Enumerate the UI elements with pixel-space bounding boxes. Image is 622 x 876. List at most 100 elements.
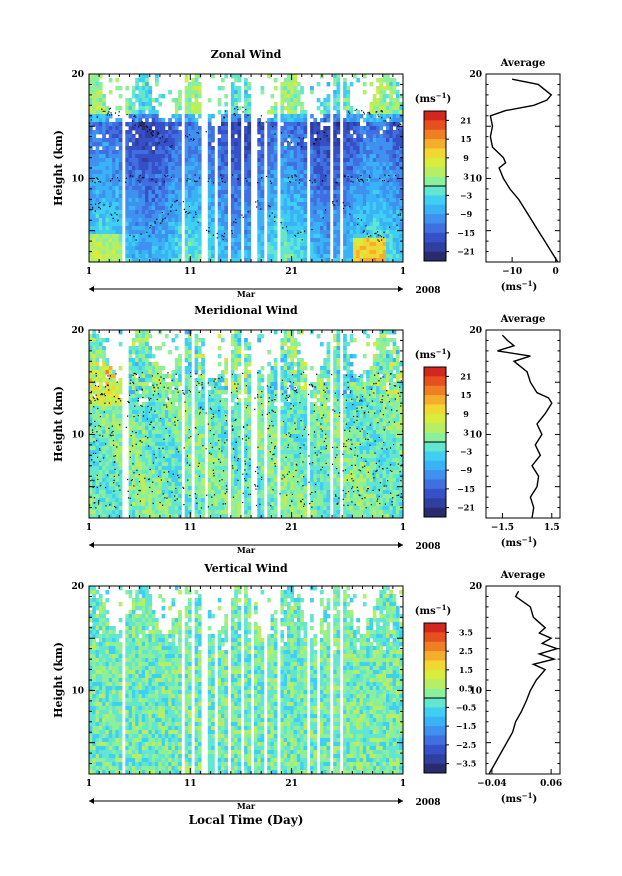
heatmap-cell [270, 166, 275, 171]
heatmap-cell [138, 422, 143, 427]
heatmap-cell [270, 238, 275, 243]
heatmap-cell [155, 170, 159, 175]
heatmap-cell [386, 218, 390, 223]
heatmap-cell [293, 198, 298, 203]
contour-dot [301, 146, 303, 148]
heatmap-cell [287, 246, 291, 251]
heatmap-cell [362, 130, 367, 135]
heatmap-cell [300, 190, 304, 195]
heatmap-cell [191, 90, 195, 95]
heatmap-cell [92, 454, 96, 459]
heatmap-cell [141, 338, 146, 343]
contour-dot [175, 200, 177, 202]
heatmap-cell [128, 422, 133, 427]
heatmap-cell [283, 178, 288, 183]
heatmap-cell [316, 146, 321, 151]
heatmap-cell [346, 158, 351, 163]
heatmap-cell [386, 174, 390, 179]
heatmap-cell [141, 238, 146, 243]
heatmap-cell [98, 478, 103, 483]
heatmap-cell [158, 454, 162, 459]
heatmap-cell [131, 442, 136, 447]
heatmap-cell [194, 254, 199, 259]
contour-dot [129, 175, 132, 177]
heatmap-cell [336, 258, 341, 262]
heatmap-cell [118, 86, 123, 91]
heatmap-cell [362, 254, 367, 259]
heatmap-cell [108, 462, 113, 467]
heatmap-cell [128, 230, 133, 235]
heatmap-cell [280, 134, 285, 139]
heatmap-cell [108, 214, 113, 219]
contour-dot [397, 214, 399, 216]
heatmap-cell [168, 502, 172, 507]
heatmap-cell [102, 226, 106, 231]
heatmap-cell [392, 110, 397, 115]
heatmap-cell [98, 138, 103, 143]
heatmap-cell [158, 438, 162, 443]
contour-dot [383, 231, 385, 233]
heatmap-cell [217, 166, 222, 171]
heatmap-cell [280, 102, 285, 107]
heatmap-cell [108, 438, 113, 443]
heatmap-cell [257, 178, 261, 183]
colorbar-swatch [424, 214, 446, 224]
heatmap-cell [131, 378, 136, 383]
contour-dot [295, 179, 297, 181]
heatmap-cell [287, 114, 291, 119]
heatmap-cell [207, 246, 212, 251]
heatmap-cell [283, 170, 288, 175]
heatmap-cell [230, 130, 235, 135]
heatmap-cell [115, 234, 120, 239]
heatmap-cell [386, 182, 390, 187]
heatmap-cell [399, 118, 403, 123]
heatmap-cell [323, 222, 327, 227]
heatmap-cell [188, 206, 192, 211]
heatmap-cell [392, 150, 397, 155]
heatmap-cell [171, 498, 176, 503]
colorbar-swatch [424, 120, 446, 131]
heatmap-cell [313, 194, 318, 199]
heatmap-cell [174, 474, 179, 479]
heatmap-cell [115, 438, 120, 443]
heatmap-cell [353, 142, 357, 147]
heatmap-cell [293, 222, 298, 227]
heatmap-cell [320, 130, 324, 135]
heatmap-cell [95, 142, 100, 147]
heatmap-cell [168, 254, 172, 259]
heatmap-cell [392, 158, 397, 163]
heatmap-cell [290, 186, 294, 191]
heatmap-cell [108, 142, 113, 147]
heatmap-cell [221, 178, 225, 183]
heatmap-cell [145, 122, 149, 127]
heatmap-cell [141, 158, 146, 163]
heatmap-cell [148, 106, 153, 111]
heatmap-cell [382, 182, 387, 187]
heatmap-cell [161, 502, 166, 507]
heatmap-cell [108, 478, 113, 483]
heatmap-cell [349, 194, 354, 199]
heatmap-cell [244, 102, 248, 107]
heatmap-cell [105, 242, 110, 247]
heatmap-cell [89, 486, 93, 491]
heatmap-cell [131, 438, 136, 443]
heatmap-cell [287, 146, 291, 151]
heatmap-cell [244, 222, 248, 227]
heatmap-cell [369, 210, 374, 215]
heatmap-cell [89, 426, 93, 431]
contour-dot [377, 231, 379, 233]
heatmap-cell [102, 242, 106, 247]
heatmap-cell [105, 430, 110, 435]
contour-dot [154, 221, 156, 223]
heatmap-cell [372, 194, 377, 199]
contour-dot [314, 179, 316, 181]
heatmap-cell [237, 202, 242, 207]
heatmap-cell [98, 354, 103, 359]
contour-dot [109, 206, 111, 208]
heatmap-cell [353, 218, 357, 223]
heatmap-cell [300, 158, 304, 163]
heatmap-cell [389, 202, 393, 207]
contour-dot [286, 230, 288, 232]
heatmap-cell [224, 182, 228, 187]
heatmap-cell [270, 210, 275, 215]
